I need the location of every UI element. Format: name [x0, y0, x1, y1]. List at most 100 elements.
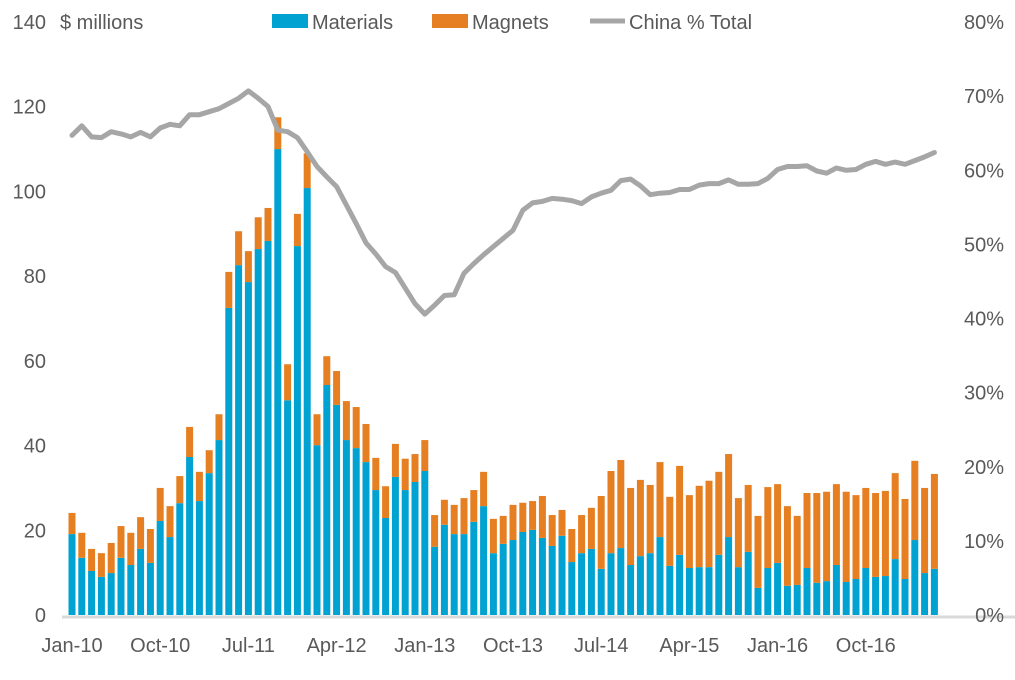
legend-swatch-magnets [432, 14, 468, 28]
bar-materials-Aug-15 [725, 537, 733, 615]
bar-materials-May-15 [695, 567, 703, 615]
bar-materials-Feb-17 [901, 578, 909, 615]
y2-tick-label: 10% [964, 531, 1004, 553]
bar-magnets-Oct-10 [156, 487, 164, 521]
x-tick-label: Apr-12 [307, 635, 367, 657]
bar-magnets-Jun-10 [117, 526, 125, 558]
bar-magnets-Oct-16 [862, 487, 870, 568]
bar-materials-May-12 [342, 440, 350, 615]
bar-materials-May-14 [578, 553, 586, 615]
y2-tick-label: 0% [975, 605, 1004, 627]
bar-materials-Feb-11 [195, 501, 203, 615]
bar-materials-Feb-15 [666, 565, 674, 615]
bar-magnets-Mar-16 [793, 515, 801, 585]
bar-magnets-Dec-16 [881, 490, 889, 577]
legend-item-magnets[interactable]: Magnets [432, 12, 549, 34]
bar-materials-Nov-13 [519, 531, 527, 615]
bar-materials-Jan-12 [303, 188, 311, 616]
bar-magnets-Feb-12 [313, 414, 321, 446]
bar-magnets-Feb-13 [431, 515, 439, 547]
legend-item-materials[interactable]: Materials [272, 12, 393, 34]
bar-materials-May-10 [107, 573, 115, 615]
bar-magnets-Mar-14 [558, 509, 566, 536]
bar-magnets-Nov-16 [872, 493, 880, 577]
bar-magnets-Jun-15 [705, 480, 713, 568]
bar-materials-Mar-10 [88, 570, 96, 615]
legend-item-china-pct[interactable]: China % Total [590, 12, 752, 34]
bar-magnets-Jan-12 [303, 153, 311, 189]
bar-magnets-Jun-14 [587, 507, 595, 549]
bar-magnets-Jul-13 [480, 471, 488, 507]
bar-materials-Jun-13 [470, 521, 478, 615]
bar-materials-Sep-12 [382, 518, 390, 615]
y-tick-label: 0 [35, 605, 46, 627]
y-axis-label: $ millions [60, 12, 143, 34]
bar-materials-Jul-15 [715, 554, 723, 615]
bar-magnets-Aug-14 [607, 470, 615, 554]
bar-materials-Jan-16 [774, 562, 782, 615]
bar-magnets-Feb-15 [666, 496, 674, 566]
bar-materials-May-11 [225, 307, 233, 615]
bar-materials-Nov-11 [284, 400, 292, 615]
bar-magnets-Oct-11 [274, 117, 282, 150]
bar-materials-Feb-16 [783, 585, 791, 615]
bar-magnets-Feb-14 [548, 515, 556, 546]
bar-materials-Aug-16 [842, 581, 850, 615]
bar-magnets-Dec-12 [411, 454, 419, 482]
y2-tick-label: 40% [964, 309, 1004, 331]
bar-materials-Nov-16 [872, 576, 880, 615]
bar-magnets-Dec-14 [646, 484, 654, 554]
legend-label-materials: Materials [312, 12, 393, 34]
bar-magnets-Nov-15 [754, 515, 762, 588]
bar-materials-Sep-16 [852, 578, 860, 615]
bar-materials-May-16 [813, 582, 821, 615]
bar-materials-Nov-10 [166, 537, 174, 615]
bar-materials-Apr-17 [921, 573, 929, 615]
y-tick-label: 120 [13, 97, 46, 119]
y-tick-label: 100 [13, 181, 46, 203]
x-tick-label: Apr-15 [659, 635, 719, 657]
bar-magnets-Dec-10 [176, 476, 184, 504]
bar-materials-Dec-16 [881, 576, 889, 615]
bar-materials-Mar-16 [793, 584, 801, 615]
bar-materials-Apr-11 [215, 440, 223, 615]
bar-magnets-Mar-10 [88, 548, 96, 571]
bar-magnets-Aug-10 [137, 517, 145, 549]
x-tick-label: Jul-11 [222, 635, 275, 657]
bar-magnets-Apr-16 [803, 493, 811, 568]
bar-materials-Aug-13 [489, 553, 497, 615]
bar-materials-May-17 [930, 568, 938, 615]
bar-magnets-Oct-12 [391, 443, 399, 477]
bar-magnets-May-13 [460, 498, 468, 535]
y2-tick-label: 70% [964, 86, 1004, 108]
x-tick-label: Jan-10 [41, 635, 102, 657]
bar-magnets-Jul-10 [127, 532, 135, 566]
bar-magnets-Jul-12 [362, 423, 370, 463]
x-axis: Jan-10 Oct-10 Jul-11 Apr-12 Jan-13 Oct-13 Jul-… [41, 635, 895, 657]
x-tick-label: Jan-13 [394, 635, 455, 657]
bar-magnets-Jun-12 [352, 407, 360, 449]
bar-magnets-May-12 [342, 401, 350, 441]
line-layer [69, 88, 937, 317]
bar-materials-Jul-11 [244, 282, 252, 615]
bar-magnets-Jan-14 [538, 495, 546, 538]
x-tick-label: Jul-14 [574, 635, 628, 657]
bar-magnets-May-15 [695, 485, 703, 568]
bar-materials-Apr-14 [568, 562, 576, 615]
bar-materials-Jun-10 [117, 557, 125, 615]
bar-materials-Jul-12 [362, 462, 370, 615]
y-tick-label: 80 [24, 266, 46, 288]
x-tick-label: Oct-16 [836, 635, 896, 657]
bar-materials-Nov-15 [754, 587, 762, 615]
y2-tick-label: 50% [964, 234, 1004, 256]
bar-magnets-May-16 [813, 493, 821, 583]
bar-materials-Feb-14 [548, 545, 556, 615]
y-tick-label: 60 [24, 351, 46, 373]
bar-materials-Dec-14 [646, 553, 654, 615]
bar-materials-Jan-13 [421, 470, 429, 615]
bar-magnets-Dec-11 [293, 213, 301, 247]
bar-magnets-Sep-10 [146, 529, 154, 563]
bar-magnets-Oct-14 [627, 487, 635, 566]
bar-materials-Aug-11 [254, 249, 262, 615]
